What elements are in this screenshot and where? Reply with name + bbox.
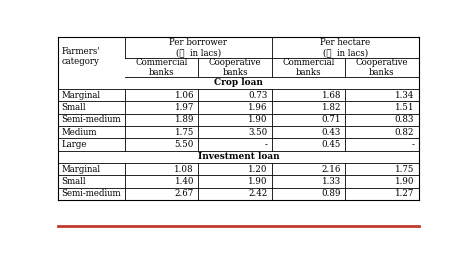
Text: Commercial
banks: Commercial banks bbox=[135, 58, 188, 77]
Text: Small: Small bbox=[62, 103, 86, 112]
Text: 1.90: 1.90 bbox=[248, 177, 267, 186]
Text: 1.06: 1.06 bbox=[174, 91, 194, 100]
Text: Per hectare
(₨  in lacs): Per hectare (₨ in lacs) bbox=[320, 38, 370, 57]
Text: 1.96: 1.96 bbox=[248, 103, 267, 112]
Text: 1.75: 1.75 bbox=[395, 165, 414, 174]
Text: 1.08: 1.08 bbox=[174, 165, 194, 174]
Text: 2.16: 2.16 bbox=[322, 165, 341, 174]
Text: 1.68: 1.68 bbox=[321, 91, 341, 100]
Text: Semi-medium: Semi-medium bbox=[62, 189, 121, 198]
Text: 0.45: 0.45 bbox=[322, 140, 341, 149]
Text: Marginal: Marginal bbox=[62, 165, 101, 174]
Text: Cooperative
banks: Cooperative banks bbox=[356, 58, 408, 77]
Text: Investment loan: Investment loan bbox=[198, 152, 279, 161]
Text: 1.27: 1.27 bbox=[395, 189, 414, 198]
Text: 1.40: 1.40 bbox=[174, 177, 194, 186]
Text: Commercial
banks: Commercial banks bbox=[282, 58, 335, 77]
Text: 1.20: 1.20 bbox=[248, 165, 267, 174]
Text: Medium: Medium bbox=[62, 127, 97, 136]
Text: 1.34: 1.34 bbox=[395, 91, 414, 100]
Text: Crop loan: Crop loan bbox=[214, 78, 263, 87]
Text: 0.82: 0.82 bbox=[395, 127, 414, 136]
Text: 1.89: 1.89 bbox=[174, 115, 194, 124]
Text: -: - bbox=[265, 140, 267, 149]
Text: -: - bbox=[412, 140, 414, 149]
Text: 0.43: 0.43 bbox=[322, 127, 341, 136]
Text: 2.67: 2.67 bbox=[175, 189, 194, 198]
Text: 1.51: 1.51 bbox=[395, 103, 414, 112]
Text: 0.89: 0.89 bbox=[321, 189, 341, 198]
Text: 1.97: 1.97 bbox=[175, 103, 194, 112]
Text: 0.71: 0.71 bbox=[321, 115, 341, 124]
Text: 1.90: 1.90 bbox=[395, 177, 414, 186]
Text: Cooperative
banks: Cooperative banks bbox=[209, 58, 261, 77]
Text: 1.75: 1.75 bbox=[175, 127, 194, 136]
Text: 0.73: 0.73 bbox=[248, 91, 267, 100]
Text: Per borrower
(₨  in lacs): Per borrower (₨ in lacs) bbox=[169, 38, 227, 57]
Text: 1.82: 1.82 bbox=[321, 103, 341, 112]
Text: Marginal: Marginal bbox=[62, 91, 101, 100]
Text: 5.50: 5.50 bbox=[175, 140, 194, 149]
Text: Small: Small bbox=[62, 177, 86, 186]
Text: 1.33: 1.33 bbox=[322, 177, 341, 186]
Text: 1.90: 1.90 bbox=[248, 115, 267, 124]
Text: 2.42: 2.42 bbox=[248, 189, 267, 198]
Text: Semi-medium: Semi-medium bbox=[62, 115, 121, 124]
Text: Large: Large bbox=[62, 140, 87, 149]
Text: Farmers'
category: Farmers' category bbox=[62, 47, 100, 67]
Text: 3.50: 3.50 bbox=[248, 127, 267, 136]
Text: 0.83: 0.83 bbox=[395, 115, 414, 124]
